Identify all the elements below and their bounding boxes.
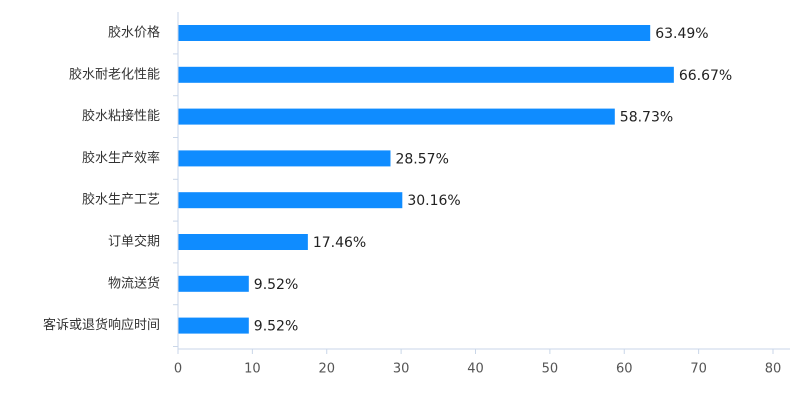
data-label: 63.49%	[655, 26, 708, 42]
category-label: 客诉或退货响应时间	[43, 317, 160, 333]
bars-group	[178, 25, 674, 334]
x-tick-label: 60	[616, 362, 633, 377]
category-label: 胶水生产效率	[82, 150, 160, 166]
data-label: 58.73%	[620, 110, 673, 126]
category-label: 胶水粘接性能	[82, 108, 160, 124]
category-labels: 胶水价格胶水耐老化性能胶水粘接性能胶水生产效率胶水生产工艺订单交期物流送货客诉或…	[43, 25, 160, 334]
x-tick-label: 30	[393, 362, 410, 377]
x-ticks: 0 10 20 30 40 50 60 70 80	[174, 349, 781, 377]
data-label: 66.67%	[679, 68, 732, 84]
bar	[178, 25, 651, 41]
bar	[178, 192, 403, 209]
data-label: 28.57%	[395, 151, 448, 167]
bar	[178, 317, 249, 334]
axes	[173, 12, 790, 350]
bar	[178, 234, 308, 250]
data-label: 9.52%	[254, 277, 298, 293]
category-label: 订单交期	[108, 234, 160, 250]
data-label: 30.16%	[407, 193, 460, 209]
x-tick-label: 40	[467, 362, 484, 377]
data-label: 9.52%	[254, 319, 298, 335]
bar	[178, 150, 391, 167]
bar	[178, 275, 249, 292]
x-tick-label: 10	[244, 362, 261, 377]
x-tick-label: 20	[318, 362, 335, 377]
x-tick-label: 70	[690, 362, 707, 377]
x-tick-label: 0	[174, 362, 182, 377]
category-label: 胶水生产工艺	[82, 192, 160, 208]
bar	[178, 108, 615, 125]
value-labels: 63.49% 66.67% 58.73% 28.57% 30.16% 17.46% 9.52…	[254, 26, 732, 335]
bar	[178, 66, 674, 83]
data-label: 17.46%	[313, 235, 366, 251]
category-label: 胶水耐老化性能	[69, 66, 160, 82]
category-label: 物流送货	[108, 275, 160, 291]
category-label: 胶水价格	[108, 25, 160, 41]
x-tick-label: 50	[542, 362, 559, 377]
x-tick-label: 80	[765, 362, 782, 377]
